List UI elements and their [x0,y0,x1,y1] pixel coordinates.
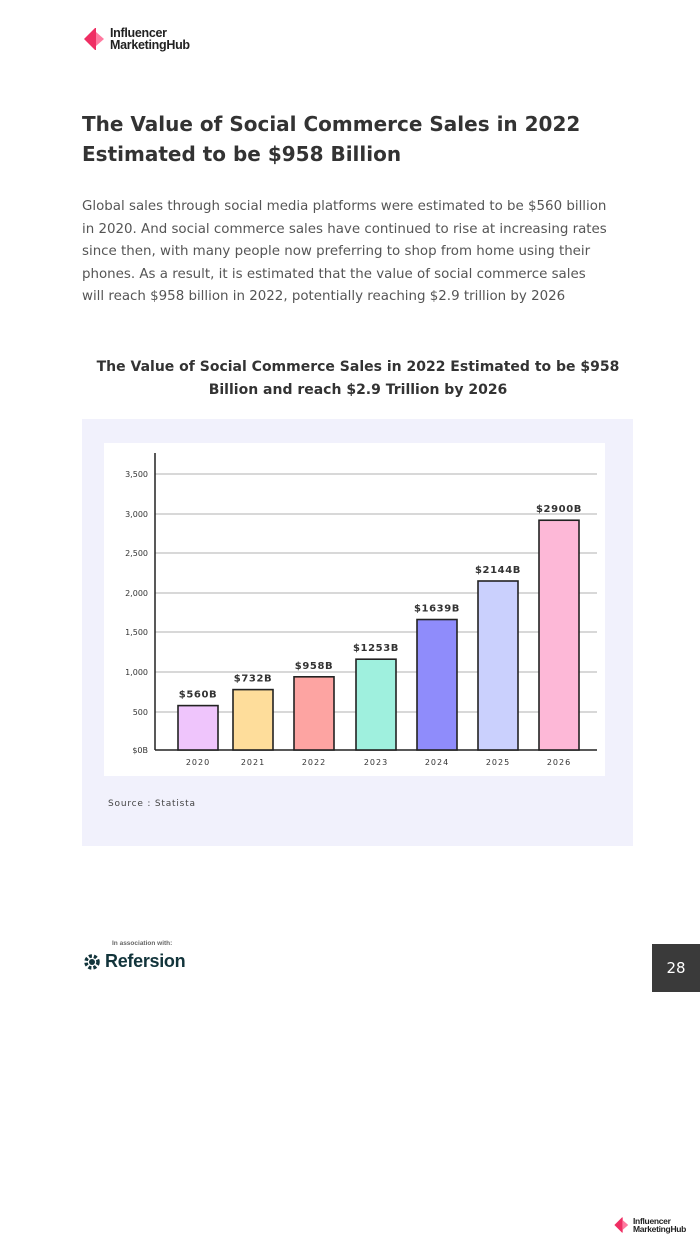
y-tick-label: 3,500 [125,470,148,479]
x-tick-label: 2020 [186,758,210,767]
y-tick-label: 2,000 [125,589,148,598]
data-label-2022: $958B [295,661,333,672]
y-tick-label: 3,000 [125,510,148,519]
logo-diamond-icon [82,26,108,52]
x-tick-label: 2021 [241,758,265,767]
x-tick-label: 2026 [547,758,571,767]
y-tick-label: 1,000 [125,668,148,677]
bar-2021 [232,688,274,751]
data-label-2026: $2900B [536,504,582,515]
data-label-2021: $732B [234,674,272,685]
x-tick-label: 2022 [302,758,326,767]
x-tick-label: 2023 [364,758,388,767]
page-title: The Value of Social Commerce Sales in 20… [82,112,581,166]
page-number: 28 [652,944,700,992]
refersion-wordmark: Refersion [105,951,186,971]
intro-paragraph: Global sales through social media platfo… [82,199,607,305]
bar-2025 [477,580,519,751]
logo-text: Influencer MarketingHub [110,25,190,52]
bar-2022 [293,676,335,751]
refersion-gear-icon [84,953,100,970]
chart-area: $0B 500 1,000 1,500 2,000 2,500 3,000 3,500 $560… [104,443,605,776]
logo-diamond-icon [613,1216,631,1234]
bar-2024 [416,618,458,751]
x-tick-label: 2025 [486,758,510,767]
bar-chart: $0B 500 1,000 1,500 2,000 2,500 3,000 3,500 $560… [125,453,597,767]
y-tick-label: 1,500 [125,628,148,637]
bar-2026 [538,519,580,751]
y-tick-label: $0B [132,746,148,755]
chart-panel: $0B 500 1,000 1,500 2,000 2,500 3,000 3,500 $560… [82,419,686,1233]
influencer-marketing-hub-logo-small: Influencer MarketingHub [613,1216,686,1234]
bar-2023 [355,658,397,751]
logo-text: Influencer MarketingHub [633,1215,687,1234]
data-label-2020: $560B [179,690,217,701]
chart-source: Source : Statista [108,799,196,809]
influencer-marketing-hub-logo: Influencer MarketingHub [82,26,190,52]
refersion-logo: Refersion [82,951,186,972]
data-label-2024: $1639B [414,604,460,615]
data-label-2023: $1253B [353,643,399,654]
x-tick-label: 2024 [425,758,449,767]
chart-title: The Value of Social Commerce Sales in 20… [96,359,620,398]
y-tick-label: 500 [133,708,148,717]
association-label: In association with: [112,940,173,947]
bar-2020 [177,704,219,751]
data-label-2025: $2144B [475,565,521,576]
y-tick-label: 2,500 [125,549,148,558]
